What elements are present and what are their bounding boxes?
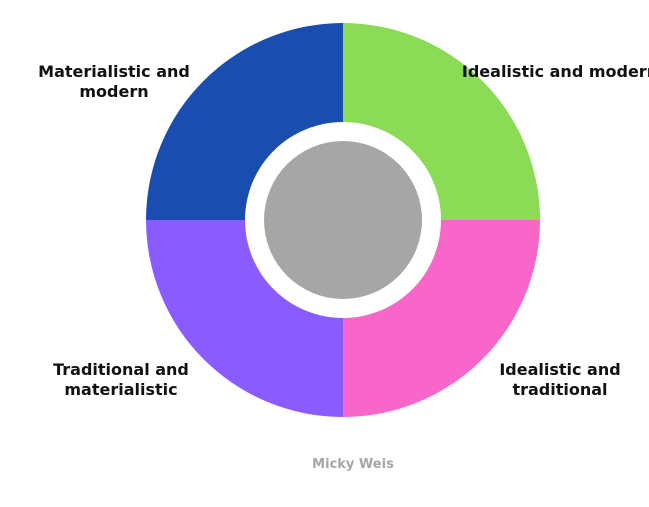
- label-idealistic-traditional: Idealistic and traditional: [499, 360, 621, 399]
- label-idealistic-modern: Idealistic and modern: [461, 62, 649, 81]
- credit: Micky Weis: [312, 457, 394, 472]
- center-circle: [264, 141, 422, 299]
- label-traditional-materialistic: Traditional and materialistic: [53, 360, 189, 399]
- label-materialistic-modern: Materialistic and modern: [38, 62, 190, 101]
